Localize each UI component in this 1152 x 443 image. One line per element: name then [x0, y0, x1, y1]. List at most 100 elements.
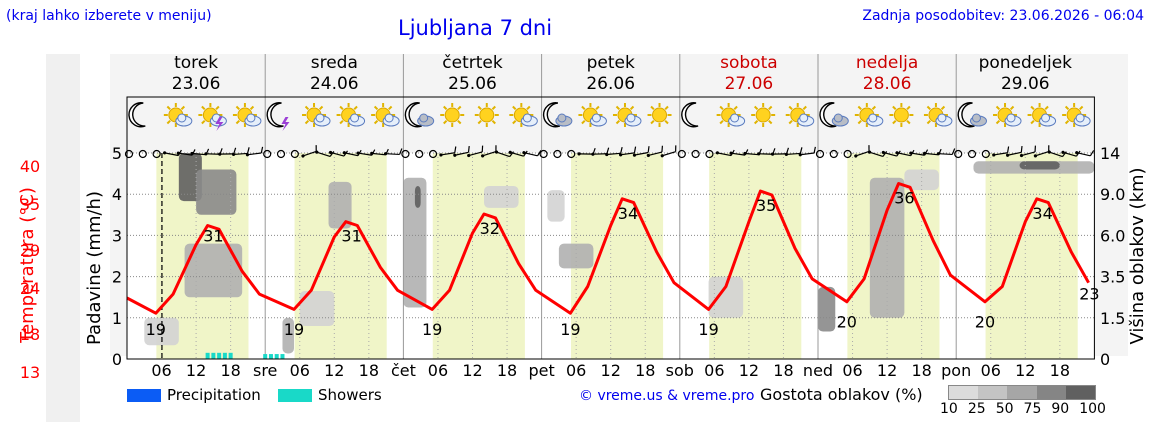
sun-ray: [1030, 105, 1035, 111]
sun-ray: [201, 105, 206, 111]
sun-ray: [892, 105, 897, 111]
temperature-label: 31: [203, 227, 223, 246]
wind-barb-flag: [882, 151, 888, 157]
sun-disc: [652, 107, 668, 123]
wind-barb-staff: [993, 152, 1008, 156]
sun-ray: [373, 105, 379, 111]
sun-cloud-icon: [509, 103, 538, 127]
wind-calm-marker: [428, 149, 438, 159]
wind-barb-flag: [633, 146, 637, 153]
day-date: 28.06: [863, 74, 912, 94]
sun-ray: [719, 105, 724, 111]
cloud-puff: [799, 113, 809, 123]
wind-barb-staff: [910, 152, 925, 156]
wind-barb-flag: [951, 148, 956, 155]
sun-cloud-icon: [1062, 103, 1091, 127]
wind-barb-base: [439, 153, 443, 157]
daylight-band: [709, 153, 802, 359]
wind-barb-flag: [1006, 146, 1010, 153]
wind-barb-base: [162, 151, 167, 155]
day-date: 26.06: [586, 74, 635, 94]
temperature-label: 34: [618, 204, 638, 223]
sun-ray: [595, 105, 600, 111]
sun-ray: [768, 105, 773, 111]
temp-axis-title: Temperatura (°C): [17, 187, 38, 344]
wind-barb-staff: [1049, 151, 1063, 158]
hour-tick-label: 06: [151, 361, 171, 380]
wind-barb: [494, 150, 515, 158]
shower-bar: [280, 354, 285, 359]
sun-disc: [893, 107, 909, 123]
wind-barb-staff: [523, 152, 538, 157]
legend-showers-swatch: [278, 389, 312, 402]
wind-barb: [1019, 145, 1037, 158]
sun-ray: [650, 105, 655, 111]
sun-icon: [889, 103, 914, 127]
sun-ray: [235, 105, 240, 111]
cloud-scale-label: 50: [995, 401, 1014, 417]
cloud-block: [414, 185, 421, 208]
wind-barb-flag: [509, 151, 515, 157]
sun-ray: [166, 119, 171, 125]
hour-tick-label: 12: [739, 361, 759, 380]
wind-barb: [660, 145, 677, 158]
cloud-block: [869, 177, 905, 318]
lightning-bolt: [215, 117, 224, 131]
hour-tick-label: 06: [290, 361, 310, 380]
wind-barb-staff: [468, 151, 483, 157]
wind-barb-flag: [675, 145, 677, 152]
sun-disc: [479, 107, 495, 123]
wind-barb-base: [356, 151, 360, 155]
wind-barb: [770, 147, 790, 156]
hour-tick-label: 06: [566, 361, 586, 380]
sun-cloud-icon: [163, 103, 193, 127]
sun-cloud-icon: [302, 103, 331, 127]
sun-ray: [753, 119, 759, 125]
credit-link[interactable]: © vreme.us & vreme.pro: [579, 388, 755, 404]
cloud-puff: [315, 113, 325, 123]
temp-tick-label: 13: [20, 363, 40, 382]
wind-barb-staff: [178, 152, 193, 156]
cloud-puff: [1075, 113, 1085, 123]
sun-ray: [491, 105, 496, 111]
wind-barb: [439, 146, 457, 157]
temperature-label: 19: [560, 320, 580, 339]
sun-ray: [443, 119, 448, 125]
hour-tick-label: 06: [428, 361, 448, 380]
shower-bar: [228, 352, 233, 359]
sun-cloud-icon: [854, 103, 884, 127]
wind-barb: [1006, 145, 1023, 157]
sun-ray: [940, 105, 946, 111]
day-abbr-label: sre: [253, 361, 277, 380]
sun-ray: [995, 119, 1001, 125]
wind-barb-base: [176, 151, 180, 155]
plot-frame: [126, 96, 1095, 360]
sun-ray: [581, 119, 586, 125]
day-name: torek: [174, 53, 218, 73]
hour-tick-label: 12: [877, 361, 897, 380]
wind-calm-marker: [124, 149, 134, 159]
location-hint: (kraj lahko izberete v meniju): [6, 8, 212, 24]
wind-barb: [854, 145, 870, 158]
temperature-label: 19: [422, 320, 442, 339]
wind-barb-base: [231, 152, 236, 157]
wind-barb-staff: [634, 151, 649, 156]
wind-barb-staff: [247, 152, 262, 156]
moon-shape: [681, 102, 699, 128]
sun-ray: [615, 119, 621, 125]
sun-ray: [629, 105, 635, 111]
hour-tick-label: 12: [601, 361, 621, 380]
sun-ray: [1030, 119, 1035, 125]
wind-calm-marker: [954, 149, 963, 159]
temperature-label: 19: [698, 320, 718, 339]
sun-ray: [512, 105, 517, 111]
sun-cloud-thunder-icon: [198, 103, 227, 131]
hour-tick-label: 18: [1050, 361, 1070, 380]
temperature-label: 20: [837, 313, 857, 332]
temp-tick-label: 18: [20, 325, 40, 344]
cloud-density-labels: 10 25 50 75 90 100: [940, 401, 1106, 417]
hour-tick-label: 18: [220, 361, 240, 380]
sun-disc: [444, 107, 460, 123]
sun-ray: [512, 119, 517, 125]
